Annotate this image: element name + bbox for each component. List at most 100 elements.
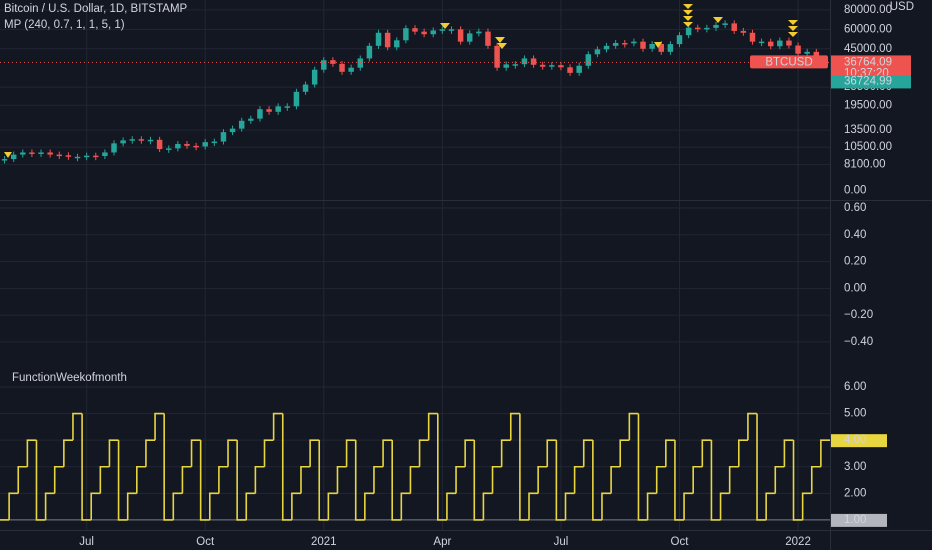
candle [302,84,309,92]
candle [448,29,455,31]
step-segment [281,413,292,521]
y-tick-label: 10500.00 [844,141,892,153]
step-segment [765,492,776,520]
step-segment [537,465,548,494]
y-tick-label: 0.00 [844,282,866,294]
step-segment [272,412,283,441]
step-segment [53,465,64,494]
candle [29,152,35,154]
step-segment [747,412,758,441]
candle [421,31,427,35]
signal-marker [788,20,798,25]
candle [439,29,446,31]
step-segment [236,440,247,521]
signal-marker [495,37,505,43]
y-tick-label: 13500.00 [844,124,892,136]
step-segment [172,492,183,520]
marks-layer [0,20,830,521]
indicator-title: FunctionWeekofmonth [12,372,127,384]
step-segment [592,440,602,521]
step-segment [728,465,739,494]
candle [156,139,163,150]
signal-marker [683,4,693,9]
x-tick-label: Jul [554,536,569,548]
step-segment [509,412,520,441]
signal-markers [4,4,798,158]
signal-marker [683,16,693,21]
step-segment [336,465,347,494]
signal-marker [440,23,450,29]
step-segment [427,412,438,441]
candle [612,43,619,46]
candle [47,152,53,155]
x-tick-label: Oct [671,536,690,548]
signal-marker [683,22,693,27]
y-tick-label: −0.40 [844,336,873,348]
step-segment [163,413,174,521]
last-value-box [831,434,887,448]
step-segment [373,465,384,494]
x-tick-label: 2022 [785,536,811,548]
candle [457,29,464,42]
candle [248,118,254,121]
step-segment [17,465,28,494]
candle [558,65,564,68]
y-tick-label: 19500.00 [844,99,892,111]
currency-label[interactable]: USD [890,1,914,13]
bid-box [831,75,911,89]
x-tick-label: 2021 [311,536,337,548]
step-segment [90,492,101,520]
candle [10,154,17,160]
candle [348,67,354,72]
step-segment [564,492,575,520]
step-segment [701,439,712,467]
step-segment [455,465,466,494]
candle [111,143,117,153]
step-segment [774,465,785,494]
step-segment [117,440,128,521]
signal-marker [497,43,507,49]
candle [649,43,655,49]
candle [521,58,528,65]
candle [430,30,436,35]
symbol-label: BTCUSD [765,56,812,68]
step-segment [136,465,146,494]
step-segment [63,439,73,467]
indicator-legend: MP (240, 0.7, 1, 1, 5, 1) [4,19,125,31]
candle [758,41,765,44]
candle [166,148,172,150]
step-segment [81,413,92,521]
candle [366,45,373,59]
step-segment [692,465,703,494]
step-segment [464,439,475,467]
candle [202,142,208,147]
candle [93,155,99,158]
step-segment [108,439,119,467]
step-segment [783,439,794,467]
step-segment [409,465,420,494]
step-segment [26,439,37,467]
step-segment [674,440,685,521]
step-segment [99,465,110,494]
candle [695,27,701,30]
step-segment [792,440,803,521]
step-segment [473,440,484,521]
candle [266,109,272,112]
candle [603,45,610,50]
candle [786,40,792,46]
step-segment [737,439,748,467]
candle [1,159,8,161]
candle [667,44,674,52]
y-tick-label: 80000.00 [844,4,892,16]
candle [375,32,382,46]
step-segment [719,492,730,520]
candle [740,30,747,33]
step-segment [555,440,566,521]
candle [767,41,774,47]
candle [83,155,90,158]
step-segment [72,412,83,441]
y-tick-label: 5.00 [844,408,866,420]
signal-marker [713,17,723,23]
candle [147,139,154,142]
candle [120,140,126,144]
